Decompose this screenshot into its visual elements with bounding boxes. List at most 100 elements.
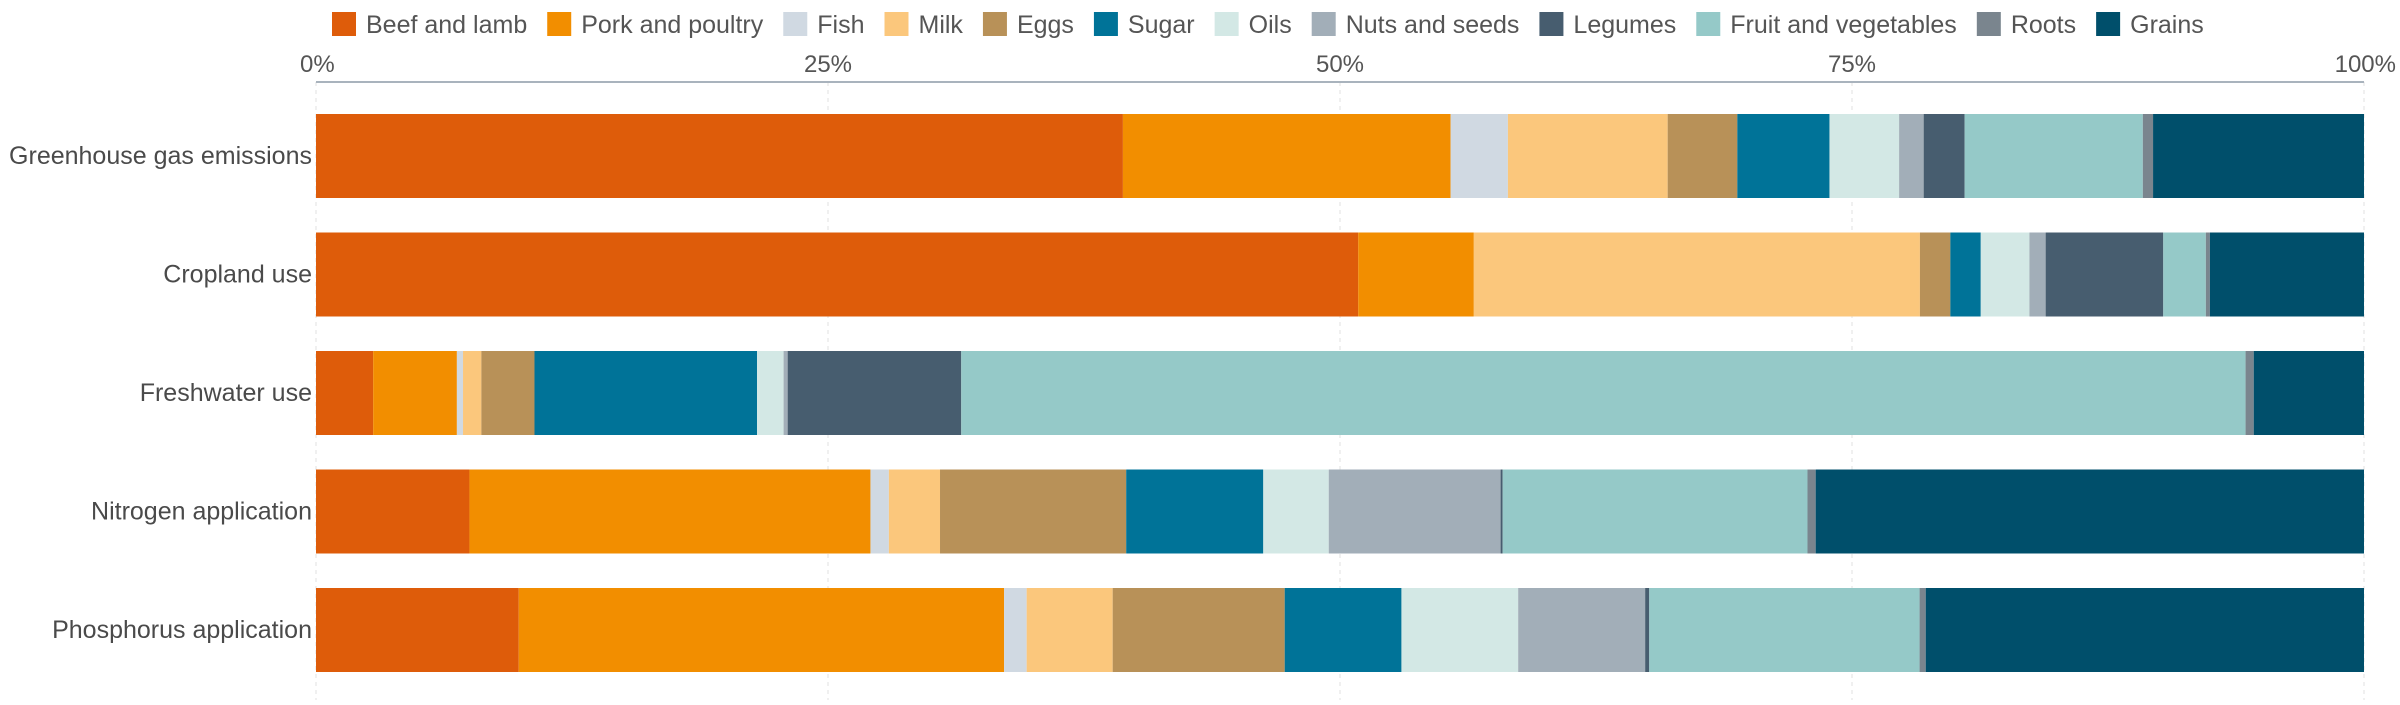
- legend-item-roots[interactable]: Roots: [1976, 11, 2076, 39]
- legend-label: Fruit and vegetables: [1730, 11, 1957, 39]
- bar-segment-eggs[interactable]: [940, 469, 1127, 554]
- bar-segment-fish[interactable]: [870, 469, 889, 554]
- bar-row-freshwater-use: [316, 351, 2364, 435]
- bar-segment-beef-and-lamb[interactable]: [316, 114, 1123, 198]
- bar-segment-roots[interactable]: [1919, 588, 1926, 672]
- legend-label: Grains: [2130, 11, 2204, 39]
- legend-item-fish[interactable]: Fish: [783, 11, 865, 39]
- bar-segment-fruit-and-vegetables[interactable]: [2163, 232, 2206, 317]
- legend-item-milk[interactable]: Milk: [884, 11, 964, 39]
- y-category-label: Nitrogen application: [91, 498, 312, 526]
- bar-segment-sugar[interactable]: [1737, 114, 1830, 198]
- bar-segment-fruit-and-vegetables[interactable]: [1964, 114, 2143, 198]
- legend-label: Milk: [919, 11, 964, 39]
- x-tick-label: 50%: [1316, 51, 1364, 78]
- bar-segment-eggs[interactable]: [1919, 232, 1951, 317]
- bar-segment-sugar[interactable]: [1284, 588, 1402, 672]
- bar-segment-oils[interactable]: [1401, 588, 1519, 672]
- legend-swatch: [2096, 12, 2121, 36]
- bar-segment-eggs[interactable]: [481, 351, 535, 435]
- bar-segment-legumes[interactable]: [1645, 588, 1650, 672]
- bar-segment-milk[interactable]: [463, 351, 482, 435]
- bar-segment-pork-and-poultry[interactable]: [1122, 114, 1451, 198]
- legend-item-nuts-and-seeds[interactable]: Nuts and seeds: [1311, 11, 1520, 39]
- bars: [316, 114, 2364, 672]
- bar-segment-nuts-and-seeds[interactable]: [1899, 114, 1924, 198]
- legend-swatch: [1976, 12, 2001, 36]
- bar-segment-fish[interactable]: [456, 351, 464, 435]
- bar-segment-milk[interactable]: [1026, 588, 1113, 672]
- legend-swatch: [1214, 12, 1239, 36]
- bar-segment-pork-and-poultry[interactable]: [518, 588, 1005, 672]
- bar-segment-grains[interactable]: [1815, 469, 2364, 554]
- y-category-label: Phosphorus application: [52, 616, 312, 644]
- legend-swatch: [982, 12, 1007, 36]
- bar-segment-roots[interactable]: [1807, 469, 1816, 554]
- legend-swatch: [884, 12, 909, 36]
- bar-segment-sugar[interactable]: [534, 351, 758, 435]
- bar-segment-roots[interactable]: [2142, 114, 2154, 198]
- y-category-label: Freshwater use: [140, 379, 312, 407]
- bar-segment-eggs[interactable]: [1112, 588, 1285, 672]
- bar-segment-sugar[interactable]: [1126, 469, 1264, 554]
- bar-segment-beef-and-lamb[interactable]: [316, 351, 374, 435]
- bar-segment-milk[interactable]: [888, 469, 941, 554]
- legend-swatch: [783, 12, 808, 36]
- bar-segment-pork-and-poultry[interactable]: [1358, 232, 1474, 317]
- bar-segment-roots[interactable]: [2205, 232, 2210, 317]
- legend-label: Roots: [2011, 11, 2076, 39]
- legend-item-eggs[interactable]: Eggs: [982, 11, 1074, 39]
- bar-segment-nuts-and-seeds[interactable]: [783, 351, 788, 435]
- bar-segment-nuts-and-seeds[interactable]: [2029, 232, 2046, 317]
- bar-segment-fish[interactable]: [1450, 114, 1508, 198]
- bar-segment-sugar[interactable]: [1950, 232, 1981, 317]
- bar-segment-pork-and-poultry[interactable]: [373, 351, 457, 435]
- legend-item-sugar[interactable]: Sugar: [1093, 11, 1195, 39]
- bar-segment-beef-and-lamb[interactable]: [316, 232, 1359, 317]
- legend-item-pork-and-poultry[interactable]: Pork and poultry: [547, 11, 764, 39]
- bar-segment-nuts-and-seeds[interactable]: [1328, 469, 1501, 554]
- bar-segment-oils[interactable]: [1263, 469, 1329, 554]
- bar-segment-legumes[interactable]: [1923, 114, 1965, 198]
- legend-label: Fish: [817, 11, 864, 39]
- legend-item-grains[interactable]: Grains: [2096, 11, 2204, 39]
- bar-segment-beef-and-lamb[interactable]: [316, 469, 470, 554]
- bar-segment-milk[interactable]: [1507, 114, 1668, 198]
- legend-swatch: [1093, 12, 1118, 36]
- bar-segment-milk[interactable]: [1473, 232, 1920, 317]
- bar-segment-oils[interactable]: [1980, 232, 2030, 317]
- legend-swatch: [1696, 12, 1721, 36]
- bar-segment-legumes[interactable]: [2045, 232, 2164, 317]
- legend-item-oils[interactable]: Oils: [1214, 11, 1292, 39]
- bar-segment-beef-and-lamb[interactable]: [316, 588, 519, 672]
- legend-label: Pork and poultry: [581, 11, 764, 39]
- bar-segment-fruit-and-vegetables[interactable]: [1502, 469, 1808, 554]
- legend-item-legumes[interactable]: Legumes: [1539, 11, 1676, 39]
- bar-segment-fish[interactable]: [1004, 588, 1027, 672]
- legend-swatch: [1539, 12, 1564, 36]
- bar-segment-pork-and-poultry[interactable]: [469, 469, 871, 554]
- x-tick-label: 0%: [300, 51, 335, 78]
- bar-segment-grains[interactable]: [2153, 114, 2364, 198]
- bar-segment-grains[interactable]: [1925, 588, 2364, 672]
- bar-segment-nuts-and-seeds[interactable]: [1518, 588, 1646, 672]
- legend-label: Legumes: [1573, 11, 1676, 39]
- bar-segment-oils[interactable]: [1829, 114, 1900, 198]
- bar-segment-roots[interactable]: [2245, 351, 2254, 435]
- bar-segment-oils[interactable]: [757, 351, 784, 435]
- bar-segment-fruit-and-vegetables[interactable]: [961, 351, 2246, 435]
- y-category-label: Cropland use: [163, 261, 312, 289]
- bar-segment-eggs[interactable]: [1667, 114, 1738, 198]
- legend-item-fruit-and-vegetables[interactable]: Fruit and vegetables: [1696, 11, 1957, 39]
- bar-row-phosphorus-application: [316, 588, 2364, 672]
- bar-segment-legumes[interactable]: [787, 351, 962, 435]
- legend-swatch: [547, 12, 572, 36]
- bar-segment-legumes[interactable]: [1500, 469, 1503, 554]
- bar-segment-grains[interactable]: [2209, 232, 2364, 317]
- bar-segment-fruit-and-vegetables[interactable]: [1649, 588, 1920, 672]
- legend-item-beef-and-lamb[interactable]: Beef and lamb: [332, 11, 527, 39]
- legend-label: Oils: [1249, 11, 1292, 39]
- bar-segment-grains[interactable]: [2253, 351, 2364, 435]
